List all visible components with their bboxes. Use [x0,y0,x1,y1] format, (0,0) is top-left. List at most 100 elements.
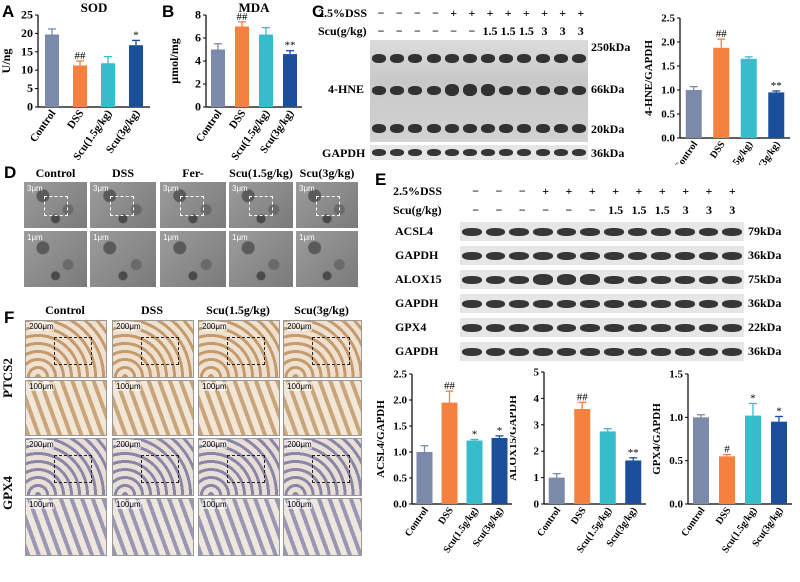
treatment-cell: + [565,184,573,198]
ihc-scale-label: 200μm [202,322,227,331]
blot-band [481,53,496,63]
sod-chart: 0510152025U/ngSODControl##DSSScu(1.5g/kg… [0,0,150,160]
blot-e-row-label: ALOX15 [395,272,442,286]
bar [625,460,642,504]
bar [441,402,458,504]
panel-label-e: E [375,170,387,189]
bar [599,431,616,504]
em-zoom-box [249,196,273,216]
acsl4-chart: 0.0 0.5 1.0 1.5 2.0 2.5 ACSL4/GAPDH Control ## DS… [375,369,512,555]
significance-mark: ## [237,11,249,23]
y-tick-label: 2.0 [661,37,675,49]
panel-label-f: F [4,308,15,327]
treatment-cell: − [377,6,385,20]
treatment-cell: − [395,6,403,20]
alox15-chart: 012345ALOX15/GAPDHControl##DSSScu(1.5g/k… [510,367,646,555]
blot-band [604,323,624,332]
em-image: 3μm [229,182,293,228]
treatment-cell: − [413,24,421,38]
blot-e-row-mw: 79kDa [748,224,782,238]
blot-band [517,53,532,63]
significance-mark: ** [285,40,296,52]
blot-band [462,299,482,308]
y-axis-label: ACSL4/GAPDH [375,400,387,478]
em-texture [90,182,156,228]
bar [73,65,87,107]
ihc-scale-label: 200μm [287,322,312,331]
blot-band [485,323,506,332]
blot-band [509,323,529,332]
blot-c-mw-66: 66kDa [591,82,625,96]
blot-c-treat2-label: Scu(g/kg) [318,24,367,38]
blot-e-treat2-label: Scu(g/kg) [393,203,442,217]
blot-e-row-image [460,318,744,337]
treatment-cell: 1.5 [654,203,670,217]
bar [45,34,59,108]
y-tick-label: 4 [534,393,540,405]
blot-e-row-label: GAPDH [395,296,439,310]
ihc-row-label: PTCS2 [0,358,15,398]
blot-band [675,299,695,308]
ihc-zoom-box [312,337,350,365]
blot-band [651,251,671,260]
blot-band [485,347,506,356]
blot-band [390,149,405,156]
category-label: DSS [436,505,456,527]
significance-mark: * [472,429,478,441]
blot-band [580,274,600,285]
blot-c-4hne-image [370,40,588,142]
treatment-cell: 1.5 [631,203,647,217]
blot-band [651,299,671,308]
blot-band [627,323,648,332]
em-image: 3μm [160,182,226,228]
treatment-cell: + [588,184,596,198]
blot-band [462,227,482,236]
y-tick-label: 25 [21,8,33,22]
blot-band [481,84,496,96]
blot-band [556,227,577,236]
y-tick-label: 1.5 [393,421,407,433]
y-tick-label: 10 [21,63,33,77]
ihc-image: 200μm [25,320,107,378]
treatment-cell: + [635,184,643,198]
category-label: Control [679,505,707,539]
blot-band [675,251,695,260]
blot-band [675,275,695,284]
blot-band [553,123,568,133]
blot-c-gapdh-image [370,145,588,160]
treatment-cell: + [728,184,736,198]
ihc-image: 100μm [283,380,362,436]
ihc-zoom-box [54,455,92,483]
blot-band [698,299,719,308]
ihc-scale-label: 100μm [287,382,312,391]
blot-band [722,347,742,356]
blot-band [462,149,477,156]
treatment-cell: 3 [541,24,548,38]
blot-e-treat1-label: 2.5%DSS [393,184,443,198]
gpx4-chart: 0.00.51.01.5GPX4/GAPDHControl#DSS*Scu(1.… [651,369,792,555]
ihc-scale-label: 200μm [29,440,54,449]
bar [574,408,591,504]
blot-band [372,123,387,133]
em-image: 1μm [296,231,358,287]
bar [719,456,735,504]
category-label: DSS [65,108,86,131]
y-tick-label: 0.5 [661,109,675,121]
em-header: Scu(1.5g/kg) [229,166,293,180]
y-tick-label: 0.5 [393,473,407,485]
significance-mark: * [497,425,503,437]
ihc-image: 100μm [198,498,280,556]
blot-band [462,84,477,96]
ihc-header: Control [45,303,85,317]
y-tick-label: 0.0 [661,133,675,145]
blot-band [462,323,482,332]
blot-band [408,53,423,63]
blot-band [553,149,568,156]
treatment-cell: 3 [577,24,584,38]
em-header: Scu(3g/kg) [299,166,355,180]
treatment-cell: + [682,184,690,198]
ihc-zoom-box [227,455,265,483]
em-texture [24,231,87,287]
ihc-scale-label: 100μm [202,382,227,391]
blot-band [499,149,514,156]
